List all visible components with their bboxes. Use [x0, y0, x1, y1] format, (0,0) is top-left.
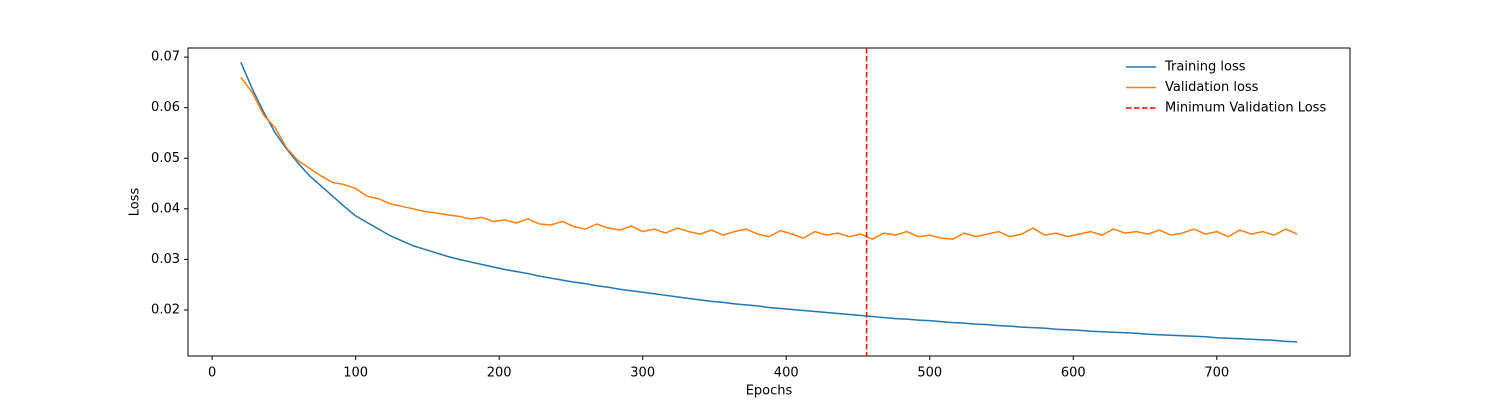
x-tick-label: 400 [774, 366, 799, 381]
x-tick-label: 700 [1204, 366, 1229, 381]
series-line [240, 76, 1298, 240]
x-axis-label: Epochs [746, 384, 793, 399]
x-tick-label: 500 [917, 366, 942, 381]
y-tick-label: 0.04 [151, 201, 180, 216]
legend-label: Training loss [1164, 60, 1246, 75]
x-tick-label: 0 [208, 366, 216, 381]
series-line [240, 61, 1298, 343]
y-tick-label: 0.06 [151, 100, 180, 115]
y-tick-label: 0.05 [151, 151, 180, 166]
y-tick-label: 0.07 [151, 50, 180, 65]
x-tick-label: 600 [1061, 366, 1086, 381]
x-tick-label: 100 [343, 366, 368, 381]
plot-frame [187, 47, 1351, 357]
x-tick-label: 200 [487, 366, 512, 381]
y-tick-label: 0.03 [151, 252, 180, 267]
y-tick-label: 0.02 [151, 302, 180, 317]
legend-label: Minimum Validation Loss [1165, 101, 1326, 116]
x-tick-label: 300 [630, 366, 655, 381]
legend-label: Validation loss [1165, 80, 1259, 95]
y-axis-label: Loss [128, 188, 143, 217]
